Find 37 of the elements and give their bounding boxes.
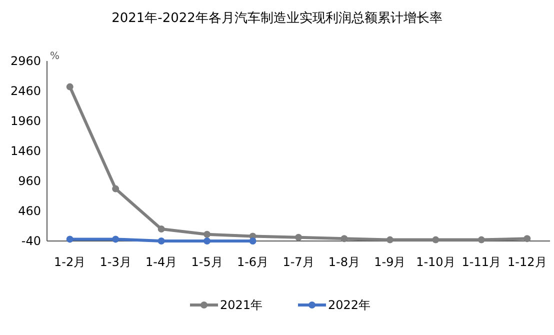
- x-tick-label: 1-4月: [146, 255, 178, 269]
- x-tick-label: 1-3月: [100, 255, 132, 269]
- x-tick-label: 1-7月: [282, 255, 314, 269]
- y-tick-label: -40: [21, 234, 41, 248]
- point: [340, 235, 348, 242]
- x-tick-label: 1-12月: [508, 255, 547, 269]
- y-tick-label: 1960: [10, 114, 41, 128]
- x-tick-label: 1-6月: [236, 255, 269, 269]
- point: [158, 238, 165, 244]
- point: [204, 238, 211, 244]
- x-tick-label: 1-5月: [191, 255, 223, 269]
- point: [386, 236, 394, 244]
- legend-label: 2022年: [328, 298, 371, 312]
- y-tick-label: 960: [18, 174, 41, 188]
- y-tick-label: 460: [18, 204, 41, 218]
- y-tick-label: 2960: [10, 54, 41, 68]
- y-axis-title: %: [50, 51, 60, 62]
- point: [524, 235, 531, 242]
- point: [249, 238, 256, 244]
- point: [66, 83, 74, 90]
- point: [478, 236, 485, 244]
- legend-label: 2021年: [220, 298, 263, 312]
- x-tick-label: 1-9月: [374, 255, 406, 269]
- x-tick-label: 1-10月: [416, 255, 456, 269]
- point: [112, 185, 120, 192]
- point: [204, 230, 211, 238]
- point: [112, 236, 120, 243]
- x-tick-label: 1-2月: [54, 255, 86, 269]
- y-tick-label: 2460: [10, 84, 41, 98]
- x-tick-label: 1-8月: [328, 255, 360, 269]
- point: [432, 236, 440, 244]
- x-tick-label: 1-11月: [462, 255, 502, 269]
- point: [158, 226, 165, 232]
- y-tick-label: 1460: [10, 144, 41, 158]
- point: [66, 236, 74, 243]
- point: [295, 234, 302, 241]
- chart-title: 2021年-2022年各月汽车制造业实现利润总额累计增长率: [112, 10, 442, 26]
